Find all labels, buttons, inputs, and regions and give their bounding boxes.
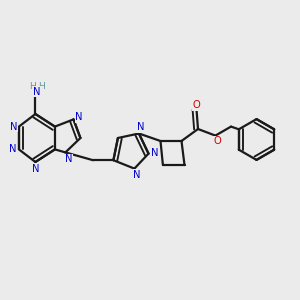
Text: N: N xyxy=(10,122,17,132)
Text: N: N xyxy=(75,112,83,122)
Text: H: H xyxy=(29,82,36,91)
Text: N: N xyxy=(137,122,144,133)
Text: N: N xyxy=(9,144,17,154)
Text: N: N xyxy=(34,86,41,97)
Text: N: N xyxy=(65,154,72,164)
Text: O: O xyxy=(213,136,221,146)
Text: O: O xyxy=(193,100,200,110)
Text: N: N xyxy=(133,169,141,180)
Text: H: H xyxy=(39,82,45,91)
Text: N: N xyxy=(152,148,159,158)
Text: N: N xyxy=(32,164,39,174)
